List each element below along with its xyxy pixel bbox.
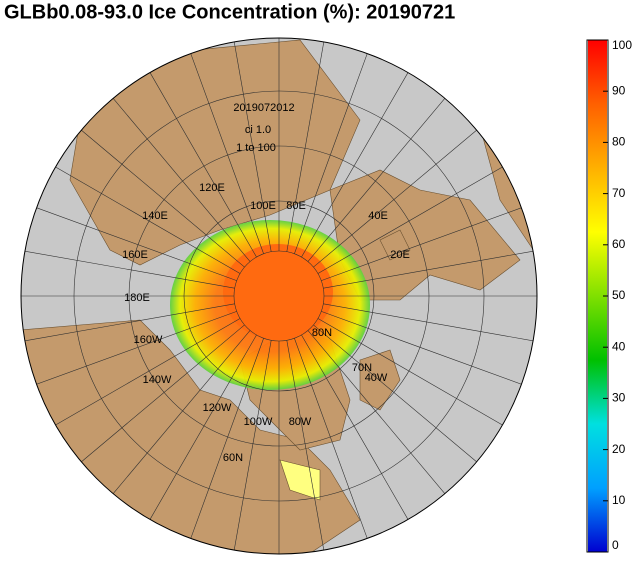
colorbar-tick-label: 30 xyxy=(612,391,626,405)
annotation: 1 to 100 xyxy=(236,142,276,154)
annotation: ci 1.0 xyxy=(245,124,271,136)
meridian xyxy=(22,250,235,289)
meridian xyxy=(22,303,235,342)
longitude-label: 160E xyxy=(122,249,148,261)
meridian xyxy=(313,324,479,464)
meridian xyxy=(307,96,447,262)
latitude-label: 80N xyxy=(312,327,332,339)
longitude-label: 120W xyxy=(203,402,232,414)
colorbar-tick-label: 50 xyxy=(612,288,626,302)
longitude-label: 140E xyxy=(142,210,168,222)
meridian xyxy=(323,303,536,342)
colorbar-tick-label: 0 xyxy=(612,538,619,552)
colorbar-tick-label: 70 xyxy=(612,186,626,200)
meridian xyxy=(34,311,237,386)
meridian xyxy=(313,128,479,268)
colorbar-tick-label: 20 xyxy=(612,442,626,456)
meridian xyxy=(111,330,251,496)
longitude-label: 180E xyxy=(124,292,150,304)
meridian xyxy=(53,318,241,427)
latitude-label: 60N xyxy=(223,452,243,464)
colorbar xyxy=(588,40,607,552)
meridian xyxy=(148,70,257,258)
meridian xyxy=(34,206,237,281)
map-title: GLBb0.08-93.0 Ice Concentration (%): 201… xyxy=(4,1,455,23)
meridian xyxy=(321,206,524,281)
longitude-label: 40W xyxy=(365,372,388,384)
latitude-label: 70N xyxy=(352,362,372,374)
meridian xyxy=(189,338,264,541)
longitude-label: 20E xyxy=(390,249,410,261)
meridian xyxy=(79,128,245,268)
meridian xyxy=(189,51,264,254)
longitude-label: 140W xyxy=(143,374,172,386)
longitude-label: 80W xyxy=(289,416,312,428)
colorbar-tick-label: 40 xyxy=(612,339,626,353)
longitude-label: 120E xyxy=(199,182,225,194)
annotation: 2019072012 xyxy=(233,102,294,114)
meridian xyxy=(321,311,524,386)
meridian xyxy=(148,334,257,522)
meridian xyxy=(233,340,272,553)
meridian xyxy=(294,51,369,254)
meridian xyxy=(53,165,241,274)
colorbar-tick-label: 90 xyxy=(612,83,626,97)
meridian xyxy=(286,340,325,553)
colorbar-tick-label: 100 xyxy=(612,38,632,52)
longitude-label: 40E xyxy=(368,210,388,222)
colorbar-tick-label: 10 xyxy=(612,493,626,507)
sea-ice-core xyxy=(223,244,333,340)
longitude-label: 160W xyxy=(134,334,163,346)
graticule xyxy=(21,38,537,554)
meridian xyxy=(286,39,325,252)
longitude-label: 100W xyxy=(244,416,273,428)
meridian xyxy=(301,70,410,258)
meridian xyxy=(323,250,536,289)
meridian xyxy=(294,338,369,541)
colorbar-tick-label: 60 xyxy=(612,237,626,251)
colorbar-tick-label: 80 xyxy=(612,135,626,149)
meridian xyxy=(307,330,447,496)
longitude-label: 80E xyxy=(286,200,306,212)
longitude-label: 100E xyxy=(250,200,276,212)
meridian xyxy=(301,334,410,522)
meridian xyxy=(317,165,505,274)
meridian xyxy=(233,39,272,252)
meridian xyxy=(111,96,251,262)
meridian xyxy=(79,324,245,464)
meridian xyxy=(317,318,505,427)
